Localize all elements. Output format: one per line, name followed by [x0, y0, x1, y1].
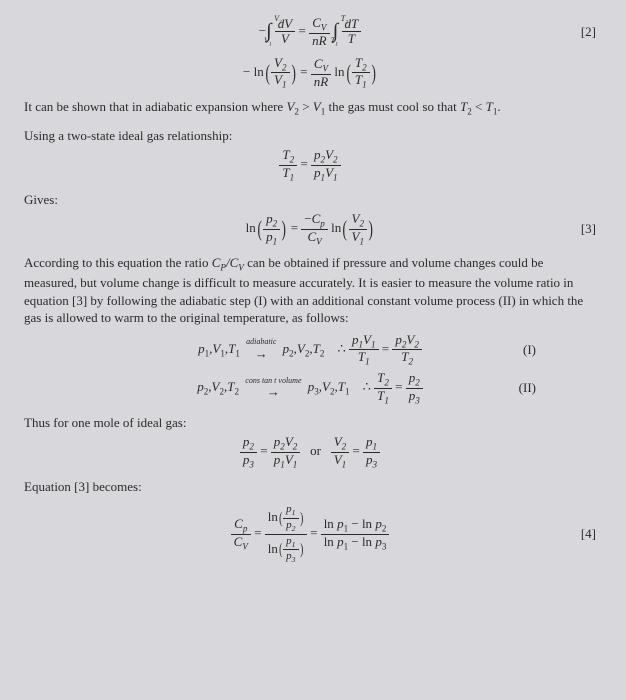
- eq-number-2: [2]: [581, 24, 596, 40]
- thus-label: Thus for one mole of ideal gas:: [24, 415, 596, 431]
- equation-4: CpCV = ln(p1p2) ln(p1p3) = ln p1 − ln p2…: [24, 503, 596, 565]
- equation-2a: −∫V2V1 dVV = CVnR ∫T2T1 dTT [2]: [24, 16, 596, 48]
- eq-number-3: [3]: [581, 221, 596, 237]
- process-step-1: p1,V1,T1 adiabatic→ p2,V2,T2 ∴ p1V1T1 = …: [24, 333, 596, 367]
- page-content: −∫V2V1 dVV = CVnR ∫T2T1 dTT [2] − ln(V2V…: [0, 0, 626, 593]
- process-step-2: p2,V2,T2 cons tan t volume→ p3,V2,T1 ∴ T…: [24, 371, 596, 405]
- becomes-label: Equation [3] becomes:: [24, 479, 596, 495]
- paragraph-3: According to this equation the ratio CP/…: [24, 254, 596, 327]
- equation-ratio: p2p3 = p2V2p1V1 or V2V1 = p1p3: [24, 435, 596, 469]
- step-2-num: (II): [519, 380, 536, 396]
- statement-adiabatic: It can be shown that in adiabatic expans…: [24, 98, 596, 118]
- step-1-num: (I): [523, 342, 536, 358]
- equation-two-state: T2T1 = p2V2p1V1: [24, 148, 596, 182]
- equation-2b: − ln(V2V1) = CVnR ln(T2T1): [24, 56, 596, 90]
- eq-number-4: [4]: [581, 526, 596, 542]
- equation-3: ln(p2p1) = −CpCV ln(V2V1) [3]: [24, 212, 596, 246]
- gives-label: Gives:: [24, 192, 596, 208]
- using-label: Using a two-state ideal gas relationship…: [24, 128, 596, 144]
